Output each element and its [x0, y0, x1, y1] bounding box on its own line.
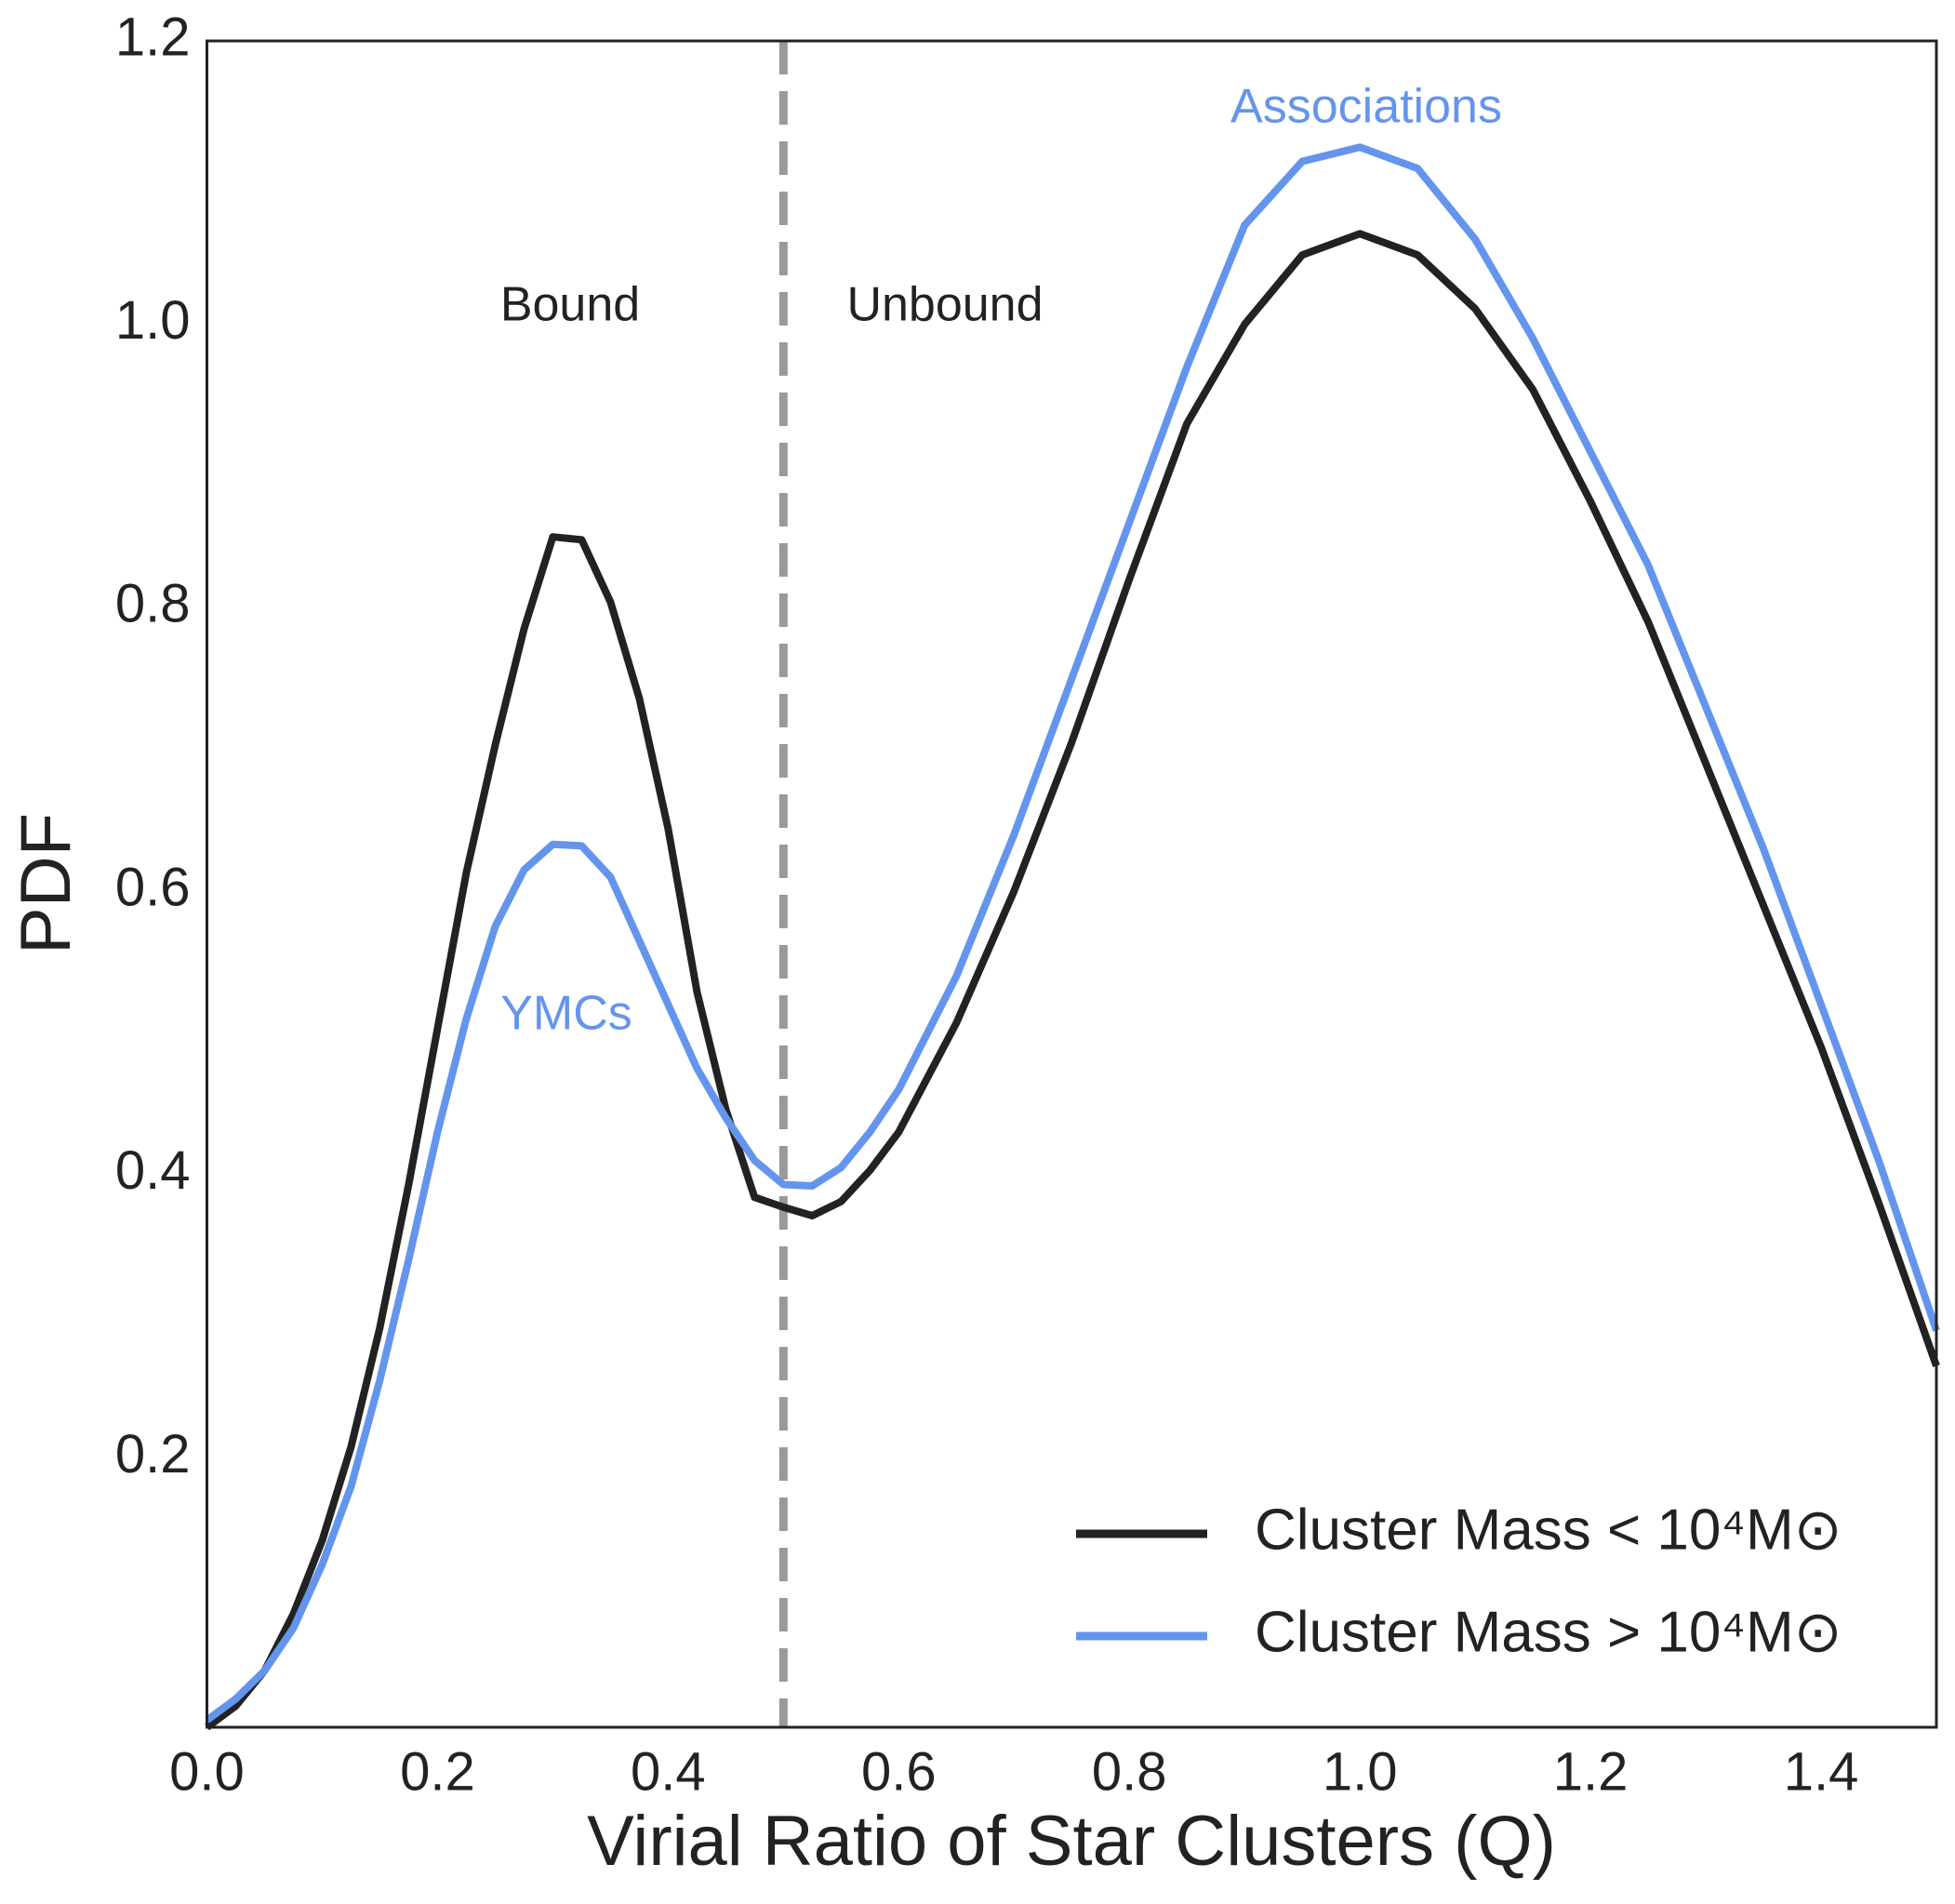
x-tick-label: 0.0 [169, 1741, 245, 1802]
x-tick-label: 1.2 [1553, 1741, 1629, 1802]
x-axis-label: Virial Ratio of Star Clusters (Q) [587, 1802, 1556, 1881]
y-tick-label: 0.4 [115, 1140, 191, 1201]
y-axis-label: PDF [7, 813, 86, 954]
x-tick-label: 0.2 [400, 1741, 475, 1802]
y-tick-label: 0.2 [115, 1424, 191, 1485]
plot-frame [206, 39, 1938, 1729]
annotation: Unbound [846, 278, 1043, 332]
legend-label: Cluster Mass > 10⁴M⊙ [1255, 1600, 1842, 1664]
legend-label: Cluster Mass < 10⁴M⊙ [1255, 1498, 1842, 1562]
y-tick-label: 1.0 [115, 290, 191, 351]
y-tick-label: 0.6 [115, 857, 191, 917]
x-tick-label: 1.0 [1323, 1741, 1398, 1802]
y-tick-label: 0.8 [115, 574, 191, 634]
x-tick-label: 0.6 [861, 1741, 937, 1802]
x-tick-label: 0.8 [1092, 1741, 1167, 1802]
series-line [205, 230, 1940, 1731]
annotation: Bound [500, 278, 640, 332]
series-line [205, 143, 1940, 1724]
x-tick-label: 0.4 [631, 1741, 706, 1802]
annotation: YMCs [500, 987, 632, 1041]
x-tick-label: 1.4 [1784, 1741, 1859, 1802]
annotation: Associations [1230, 80, 1502, 134]
y-tick-label: 1.2 [115, 7, 191, 67]
